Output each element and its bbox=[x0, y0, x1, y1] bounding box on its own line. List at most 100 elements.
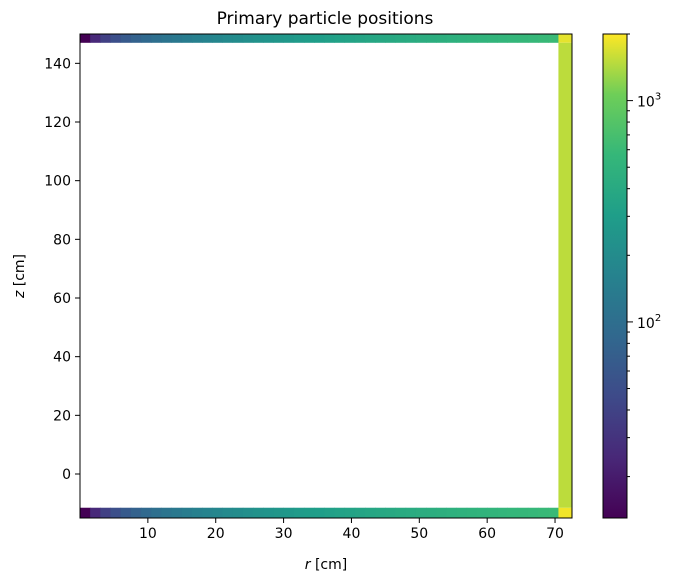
heatmap-cell-top bbox=[558, 34, 573, 43]
heatmap-cell-bottom bbox=[334, 507, 346, 518]
heatmap-cell-bottom bbox=[202, 507, 213, 518]
heatmap-cell-top bbox=[100, 34, 111, 43]
heatmap-cell-bottom bbox=[405, 507, 417, 518]
y-tick-label: 100 bbox=[44, 174, 71, 190]
heatmap-cell-top bbox=[497, 34, 508, 43]
y-axis-label: z [cm] bbox=[12, 254, 28, 299]
heatmap-cell-top bbox=[151, 34, 162, 43]
heatmap-cell-bottom bbox=[324, 507, 335, 518]
x-axis-label: r [cm] bbox=[305, 557, 347, 573]
heatmap-cell-top bbox=[80, 34, 91, 43]
heatmap-cell-top bbox=[487, 34, 498, 43]
heatmap-cell-top bbox=[548, 34, 559, 43]
heatmap-cell-bottom bbox=[161, 507, 173, 518]
heatmap-cell-bottom bbox=[303, 507, 315, 518]
heatmap-cell-top bbox=[354, 34, 366, 43]
heatmap-cell-top bbox=[130, 34, 142, 43]
x-tick-label: 30 bbox=[275, 526, 293, 542]
heatmap-cell-top bbox=[161, 34, 173, 43]
heatmap-cell-top bbox=[344, 34, 356, 43]
heatmap-cell-bottom bbox=[415, 507, 427, 518]
heatmap-cell-bottom bbox=[487, 507, 498, 518]
heatmap-cell-bottom bbox=[497, 507, 508, 518]
y-tick-label: 120 bbox=[44, 115, 71, 131]
heatmap-cell-bottom bbox=[426, 507, 437, 518]
x-tick-label: 20 bbox=[207, 526, 225, 542]
x-tick-label: 50 bbox=[410, 526, 428, 542]
heatmap-cell-bottom bbox=[375, 507, 386, 518]
heatmap-cell-bottom bbox=[446, 507, 458, 518]
heatmap-cell-bottom bbox=[354, 507, 366, 518]
y-tick-label: 140 bbox=[44, 56, 71, 72]
y-tick-label: 0 bbox=[62, 467, 71, 483]
heatmap-cell-bottom bbox=[171, 507, 183, 518]
x-tick-label: 70 bbox=[546, 526, 564, 542]
heatmap-cell-top bbox=[415, 34, 427, 43]
heatmap-cell-top bbox=[426, 34, 437, 43]
heatmap-cell-bottom bbox=[538, 507, 549, 518]
heatmap-cell-top bbox=[120, 34, 132, 43]
heatmap-cell-bottom bbox=[517, 507, 529, 518]
heatmap-cell-bottom bbox=[253, 507, 264, 518]
heatmap-cell-bottom bbox=[100, 507, 111, 518]
heatmap-cell-top bbox=[456, 34, 468, 43]
heatmap-cell-top bbox=[242, 34, 254, 43]
heatmap-cell-top bbox=[476, 34, 488, 43]
heatmap-cell-top bbox=[212, 34, 223, 43]
heatmap-cell-bottom bbox=[273, 507, 284, 518]
heatmap-cell-bottom bbox=[476, 507, 488, 518]
heatmap-cell-bottom bbox=[120, 507, 132, 518]
heatmap-cell-bottom bbox=[90, 507, 101, 518]
heatmap-cell-top bbox=[446, 34, 458, 43]
heatmap-cell-bottom bbox=[232, 507, 244, 518]
plot-frame bbox=[79, 33, 573, 519]
y-tick-label: 20 bbox=[53, 408, 71, 424]
heatmap-cell-bottom bbox=[436, 507, 447, 518]
heatmap-cell-top bbox=[365, 34, 376, 43]
heatmap-cell-top bbox=[110, 34, 122, 43]
heatmap-cell-top bbox=[303, 34, 315, 43]
heatmap-cell-top bbox=[395, 34, 407, 43]
y-tick-label: 60 bbox=[53, 291, 71, 307]
heatmap-cell-bottom bbox=[548, 507, 559, 518]
heatmap-cell-bottom bbox=[365, 507, 376, 518]
x-tick-label: 60 bbox=[478, 526, 496, 542]
heatmap-cell-top bbox=[314, 34, 325, 43]
heatmap-cell-bottom bbox=[130, 507, 142, 518]
heatmap-cell-top bbox=[517, 34, 529, 43]
heatmap-cell-bottom bbox=[191, 507, 203, 518]
colorbar-frame bbox=[602, 33, 628, 519]
heatmap-cell-bottom bbox=[385, 507, 396, 518]
heatmap-cell-bottom bbox=[344, 507, 356, 518]
heatmap-cell-top bbox=[324, 34, 335, 43]
heatmap-cell-top bbox=[273, 34, 284, 43]
heatmap-cell-bottom bbox=[110, 507, 122, 518]
plot-background bbox=[80, 34, 572, 518]
heatmap-cell-bottom bbox=[141, 507, 152, 518]
heatmap-cell-bottom bbox=[80, 507, 91, 518]
heatmap-cell-top bbox=[171, 34, 183, 43]
heatmap-cell-bottom bbox=[314, 507, 325, 518]
heatmap-cell-top bbox=[232, 34, 244, 43]
chart-title: Primary particle positions bbox=[217, 9, 434, 29]
colorbar-ticks: 102 103 bbox=[627, 33, 661, 478]
x-axis: 10 20 30 40 50 60 70 bbox=[139, 518, 564, 542]
colorbar-gradient bbox=[603, 34, 627, 518]
heatmap-cell-bottom bbox=[456, 507, 468, 518]
heatmap-cell-top bbox=[191, 34, 203, 43]
heatmap-cell-top bbox=[436, 34, 447, 43]
x-tick-label: 10 bbox=[139, 526, 157, 542]
heatmap-cell-bottom bbox=[507, 507, 519, 518]
y-tick-label: 80 bbox=[53, 232, 71, 248]
heatmap-cell-bottom bbox=[283, 507, 295, 518]
heatmap-cell-bottom bbox=[527, 507, 539, 518]
heatmap-cell-bottom bbox=[558, 507, 573, 518]
heatmap-cell-bottom bbox=[293, 507, 305, 518]
colorbar: 102 103 bbox=[602, 33, 661, 519]
colorbar-tick-label: 103 bbox=[637, 92, 661, 111]
heatmap-cell-bottom bbox=[242, 507, 254, 518]
heatmap-cell-top bbox=[141, 34, 152, 43]
heatmap-cell-top bbox=[253, 34, 264, 43]
heatmap-cell-side bbox=[558, 42, 572, 508]
heatmap-cell-top bbox=[90, 34, 101, 43]
